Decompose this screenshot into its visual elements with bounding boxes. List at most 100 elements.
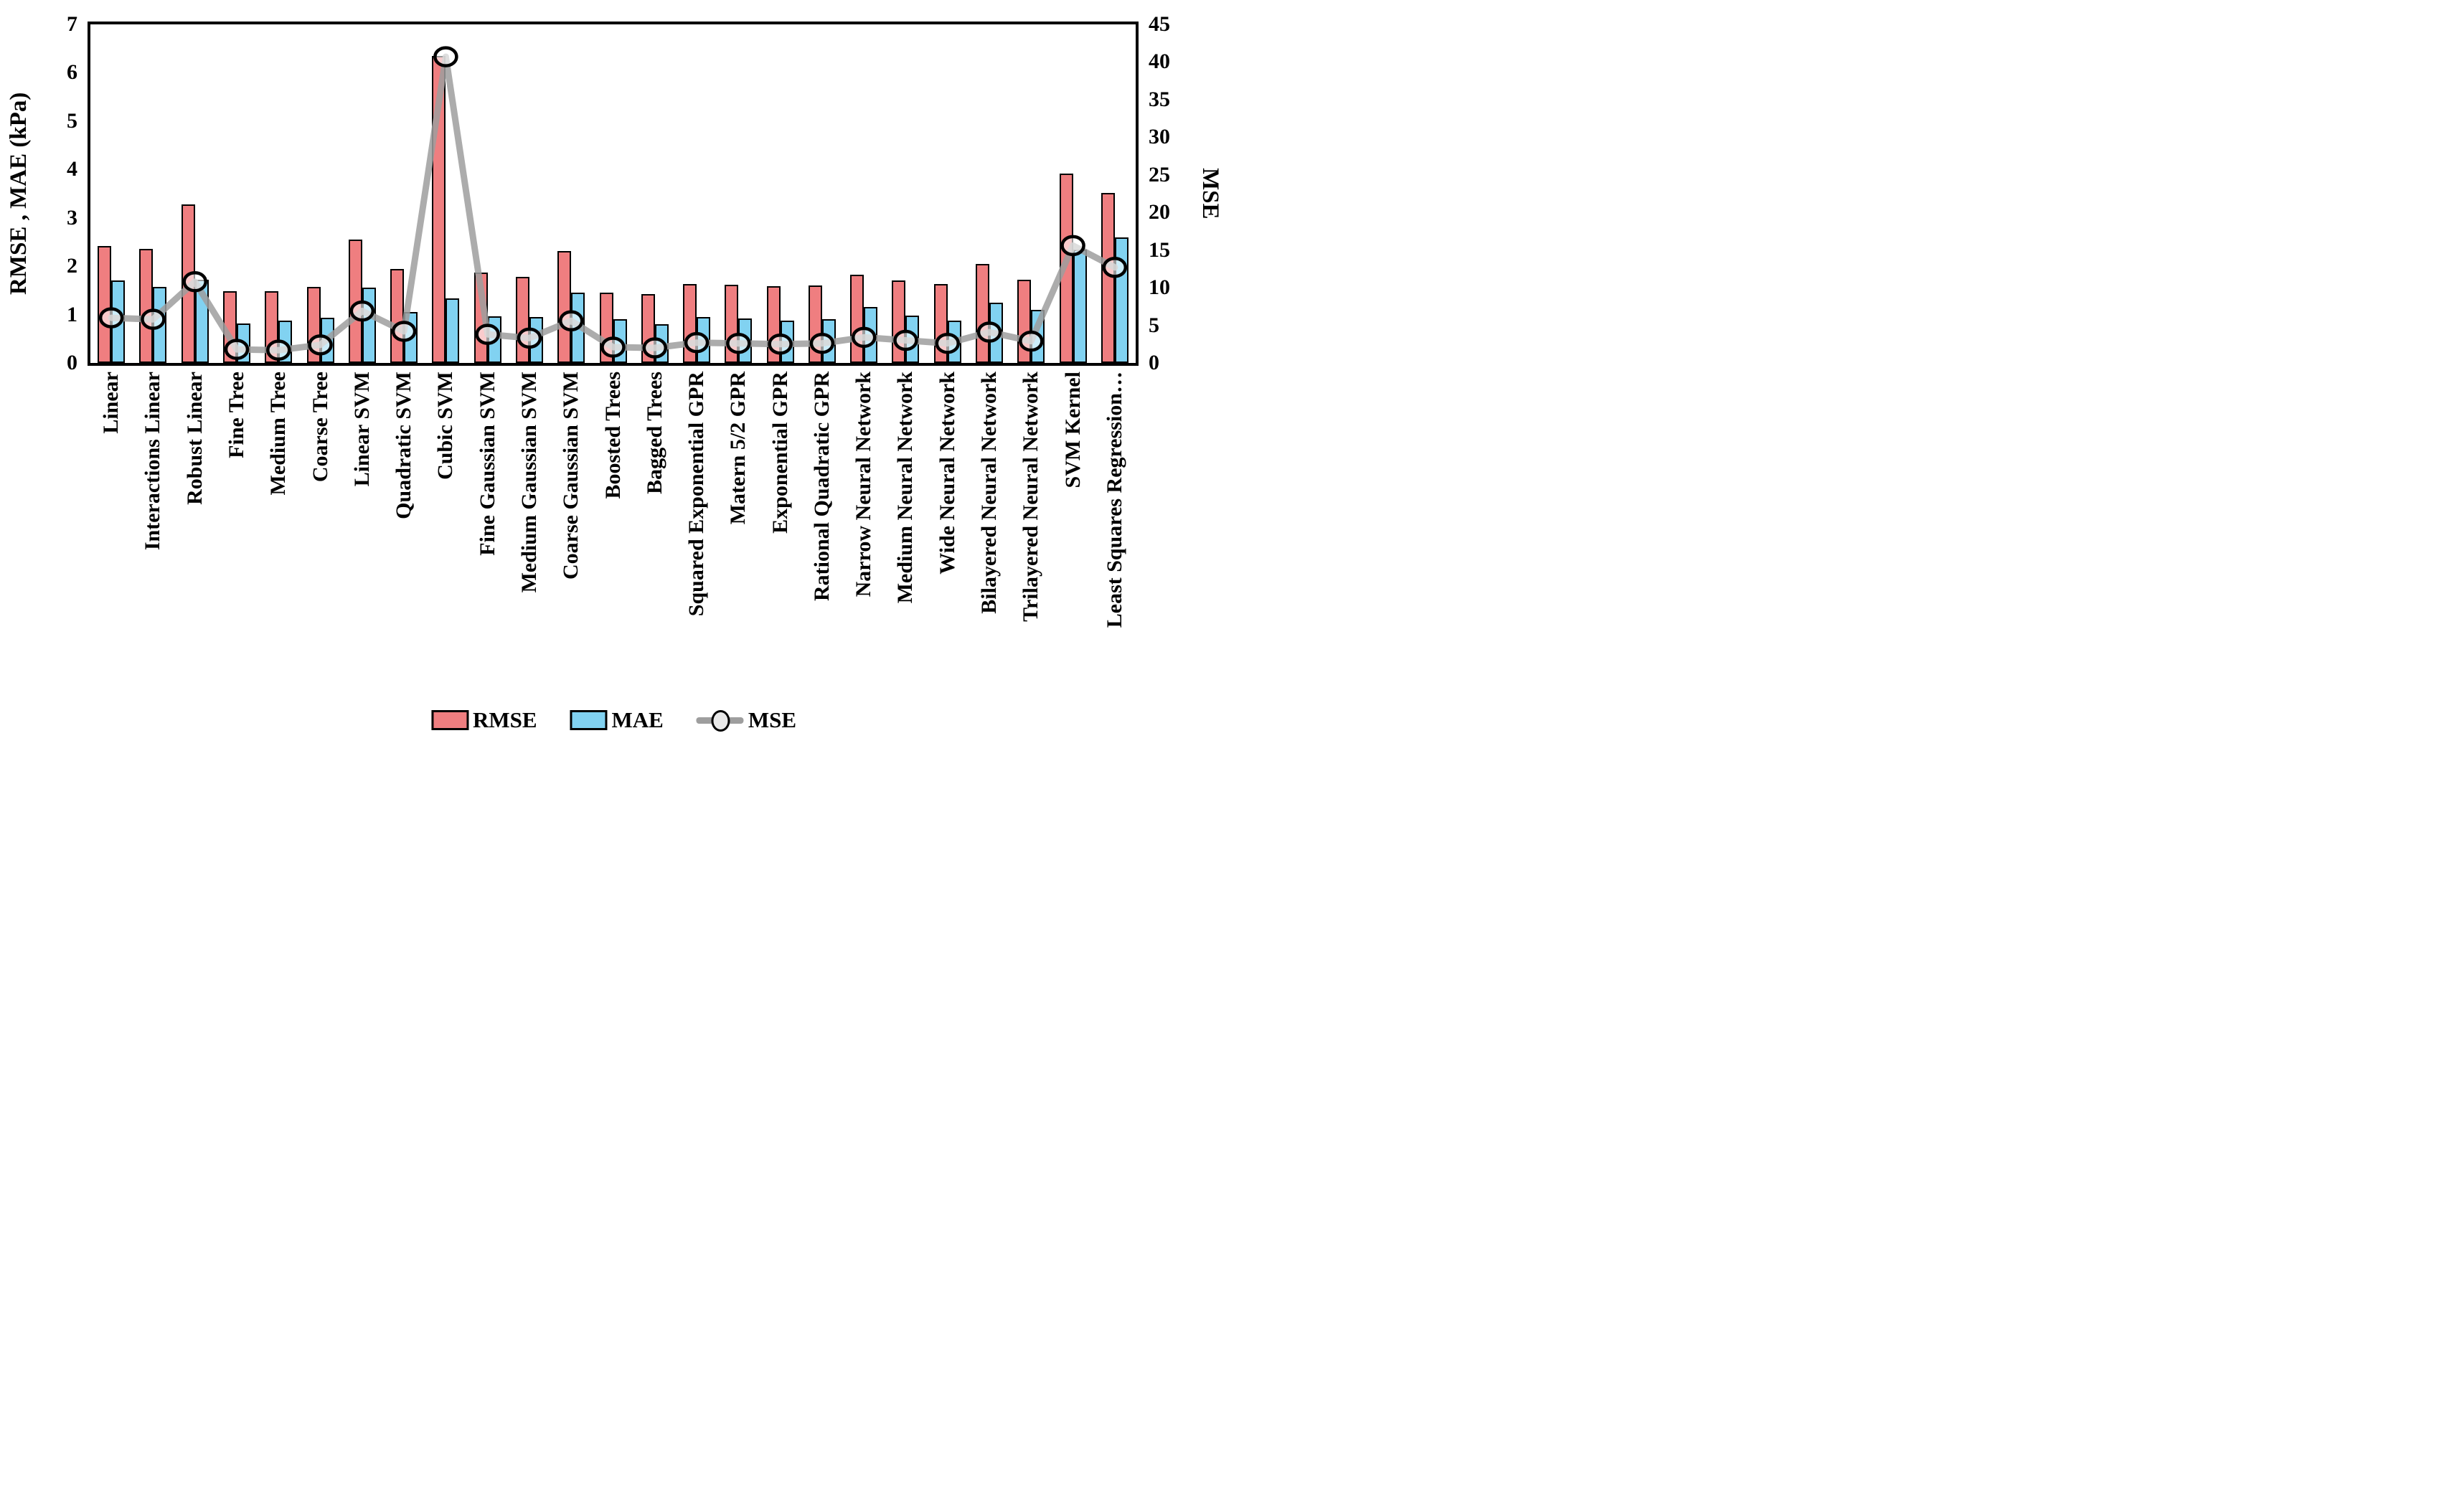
bar-mae-22: [989, 302, 1004, 363]
bar-mae-11: [529, 316, 543, 363]
x-tick-label-22: Bilayered Neural Network: [977, 372, 1002, 614]
right-tick-20: 20: [1149, 200, 1170, 225]
bar-rmse-18: [808, 285, 822, 363]
legend-label-mse: MSE: [748, 707, 797, 732]
mae-swatch-icon: [570, 710, 608, 730]
bar-rmse-25: [1101, 192, 1115, 363]
bar-rmse-15: [683, 284, 697, 363]
bar-rmse-2: [139, 248, 154, 363]
x-tick-label-11: Medium Gaussian SVM: [517, 372, 541, 593]
bar-mae-24: [1073, 249, 1087, 363]
x-tick-label-2: Interactions Linear: [141, 372, 165, 551]
right-axis-title: MSE: [1197, 168, 1223, 219]
bar-mae-5: [278, 320, 293, 363]
left-tick-2: 2: [67, 254, 77, 278]
x-tick-label-8: Quadratic SVM: [392, 372, 416, 519]
right-tick-5: 5: [1149, 313, 1159, 337]
bar-mae-21: [947, 320, 961, 363]
left-tick-4: 4: [67, 157, 77, 181]
bar-mae-1: [111, 280, 126, 363]
legend-label-rmse: RMSE: [472, 707, 537, 732]
bar-mae-16: [738, 318, 753, 363]
bar-rmse-10: [473, 272, 488, 363]
x-tick-label-23: Trilayered Neural Network: [1019, 372, 1043, 622]
bar-rmse-22: [976, 264, 990, 363]
bar-rmse-3: [181, 204, 195, 363]
left-tick-1: 1: [67, 302, 77, 326]
bar-rmse-7: [348, 240, 362, 363]
right-tick-45: 45: [1149, 12, 1170, 36]
bar-mae-2: [153, 287, 167, 363]
x-tick-label-12: Coarse Gaussian SVM: [559, 372, 583, 580]
bar-mae-25: [1114, 237, 1128, 363]
plot-area: [88, 22, 1139, 366]
right-tick-25: 25: [1149, 162, 1170, 186]
bar-mae-6: [320, 318, 334, 363]
bar-rmse-8: [390, 268, 405, 363]
bar-rmse-21: [933, 284, 948, 363]
mse-line: [108, 53, 1118, 354]
x-tick-label-17: Exponential GPR: [768, 372, 792, 534]
bar-mae-19: [864, 307, 878, 363]
bar-mae-13: [613, 319, 627, 363]
bar-rmse-5: [265, 291, 279, 363]
legend-label-mae: MAE: [611, 707, 664, 732]
x-tick-label-18: Rational Quadratic GPR: [809, 372, 834, 601]
legend: RMSE MAE MSE: [430, 707, 797, 733]
bar-mae-7: [362, 288, 376, 363]
right-tick-0: 0: [1149, 351, 1159, 374]
bar-rmse-19: [850, 275, 864, 363]
bar-mae-12: [571, 292, 585, 363]
rmse-swatch-icon: [430, 710, 468, 730]
bar-mae-3: [194, 280, 209, 363]
x-tick-label-24: SVM Kernel: [1060, 372, 1085, 488]
left-tick-3: 3: [67, 205, 77, 230]
bar-mae-4: [236, 323, 250, 363]
bar-rmse-16: [725, 284, 739, 363]
x-tick-label-4: Fine Tree: [224, 372, 248, 458]
right-tick-40: 40: [1149, 49, 1170, 74]
bar-mae-15: [697, 316, 711, 363]
x-tick-label-6: Coarse Tree: [308, 372, 332, 483]
bar-mae-17: [780, 320, 794, 363]
bar-rmse-17: [766, 286, 781, 363]
bar-rmse-4: [222, 291, 237, 363]
bar-mae-8: [404, 312, 418, 363]
x-tick-label-3: Robust Linear: [182, 372, 207, 505]
mse-circle-marker-icon: [711, 710, 730, 732]
bar-rmse-12: [557, 250, 572, 363]
x-tick-label-7: Linear SVM: [349, 372, 374, 487]
x-tick-label-16: Matern 5/2 GPR: [726, 372, 750, 525]
right-tick-30: 30: [1149, 125, 1170, 149]
legend-item-mse: MSE: [696, 707, 797, 733]
bar-mae-18: [821, 319, 836, 363]
legend-item-mae: MAE: [570, 707, 664, 733]
bar-rmse-24: [1059, 173, 1073, 363]
bar-mae-10: [487, 316, 501, 363]
x-tick-label-15: Squared Exponential GPR: [684, 372, 709, 617]
bar-rmse-9: [432, 55, 446, 363]
x-tick-label-25: Least Squares Regression…: [1102, 372, 1126, 628]
x-tick-label-5: Medium Tree: [266, 372, 291, 496]
x-tick-label-19: Narrow Neural Network: [852, 372, 876, 597]
bar-rmse-23: [1017, 280, 1032, 363]
bar-rmse-1: [98, 245, 112, 363]
mse-line-marker-icon: [696, 710, 744, 732]
right-tick-10: 10: [1149, 275, 1170, 300]
left-tick-0: 0: [67, 351, 77, 374]
left-tick-6: 6: [67, 60, 77, 85]
bar-rmse-20: [892, 280, 906, 363]
bar-mae-14: [654, 324, 669, 363]
bar-mae-23: [1031, 309, 1045, 363]
x-tick-label-21: Wide Neural Network: [935, 372, 959, 575]
x-tick-label-1: Linear: [99, 372, 123, 434]
legend-item-rmse: RMSE: [430, 707, 537, 733]
left-tick-7: 7: [67, 12, 77, 36]
x-tick-label-20: Medium Neural Network: [893, 372, 918, 604]
x-tick-label-10: Fine Gaussian SVM: [475, 372, 499, 556]
bar-rmse-6: [306, 287, 321, 363]
bar-rmse-13: [599, 293, 613, 363]
left-tick-5: 5: [67, 108, 77, 133]
bar-mae-20: [905, 315, 920, 363]
